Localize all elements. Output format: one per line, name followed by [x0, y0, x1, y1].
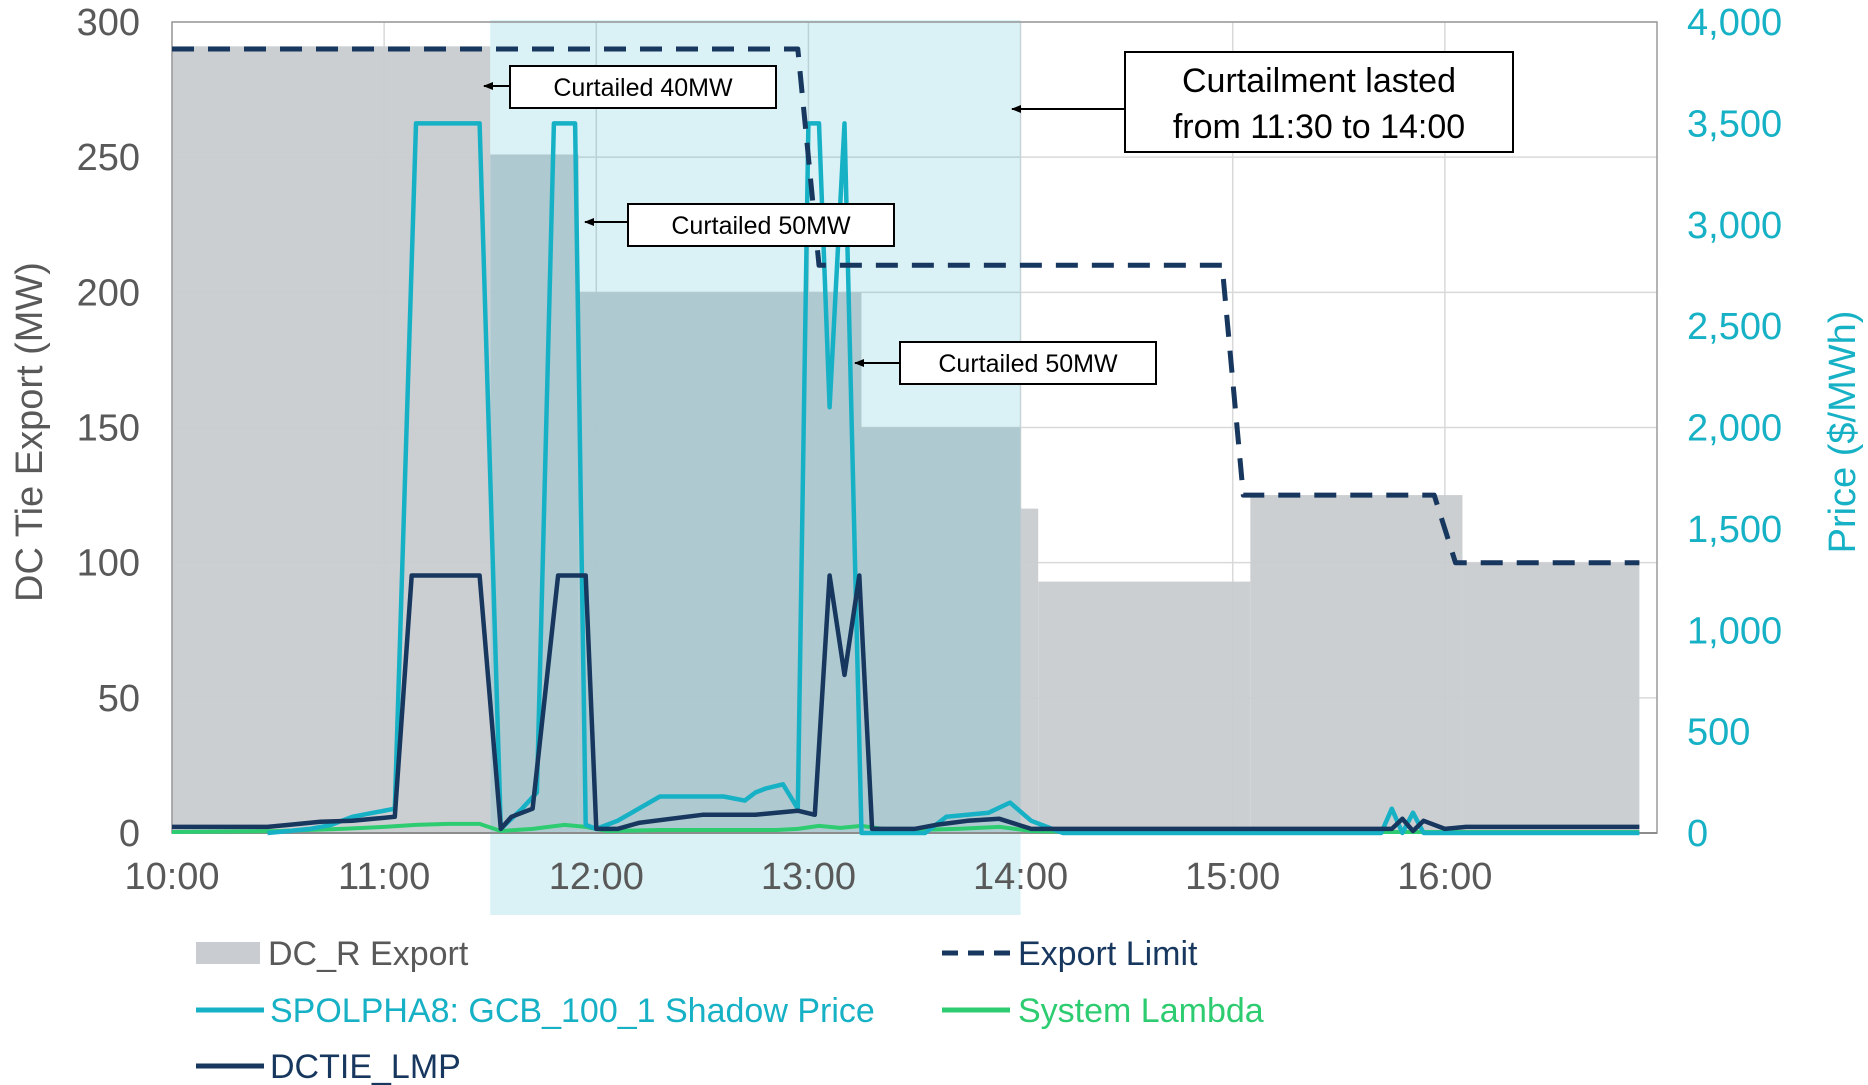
legend-item-export-limit: Export Limit [942, 935, 1198, 973]
legend-item-system-lambda: System Lambda [942, 992, 1264, 1030]
x-axis-ticks: 10:00 11:00 12:00 13:00 14:00 15:00 16:00 [124, 856, 1492, 898]
annotation-curtailed-40mw: Curtailed 40MW [483, 65, 777, 109]
svg-text:DC_R Export: DC_R Export [268, 935, 469, 973]
x-tick-label: 11:00 [338, 856, 430, 898]
legend-item-dctie-lmp: DCTIE_LMP [196, 1048, 461, 1085]
left-axis-ticks: 0 50 100 150 200 250 300 [77, 2, 140, 855]
legend-item-dc-r-export: DC_R Export [196, 935, 469, 973]
x-tick-label: 15:00 [1185, 856, 1280, 898]
curtailment-window [490, 20, 1021, 915]
left-tick-label: 50 [98, 678, 140, 720]
svg-text:SPOLPHA8: GCB_100_1 Shadow Pri: SPOLPHA8: GCB_100_1 Shadow Price [270, 992, 875, 1030]
right-tick-label: 1,000 [1687, 610, 1782, 652]
right-axis-title: Price ($/MWh) [1822, 311, 1864, 554]
left-tick-label: 300 [77, 2, 140, 44]
svg-text:System Lambda: System Lambda [1018, 992, 1264, 1030]
svg-text:Curtailed 50MW: Curtailed 50MW [671, 212, 851, 240]
x-tick-label: 13:00 [761, 856, 856, 898]
svg-text:Export Limit: Export Limit [1018, 935, 1198, 973]
svg-text:Curtailed 40MW: Curtailed 40MW [553, 74, 733, 102]
left-tick-label: 100 [77, 543, 140, 585]
x-tick-label: 12:00 [549, 856, 644, 898]
dc-export-bar [1020, 508, 1039, 833]
right-tick-label: 2,500 [1687, 306, 1782, 348]
left-tick-label: 250 [77, 137, 140, 179]
series-lines [171, 46, 1640, 836]
curtailment-highlight [490, 20, 1021, 915]
x-tick-label: 16:00 [1397, 856, 1492, 898]
export-limit-line [172, 46, 1640, 566]
dc-export-bar [172, 46, 491, 833]
dc-export-bar [861, 427, 1021, 833]
annotation-curtailment-duration: Curtailment lasted from 11:30 to 14:00 [1011, 51, 1514, 153]
legend-item-shadow-price: SPOLPHA8: GCB_100_1 Shadow Price [196, 992, 875, 1030]
svg-text:Curtailed 50MW: Curtailed 50MW [938, 350, 1118, 378]
x-tick-label: 14:00 [973, 856, 1068, 898]
x-tick-label: 10:00 [124, 856, 219, 898]
system-lambda-line [171, 821, 1640, 834]
dc-r-export-area [172, 46, 1640, 834]
shadow-price-line [267, 121, 1640, 836]
right-tick-label: 1,500 [1687, 509, 1782, 551]
svg-text:from 11:30 to 14:00: from 11:30 to 14:00 [1173, 108, 1465, 146]
left-axis-title: DC Tie Export (MW) [9, 262, 51, 602]
dc-export-bar [490, 154, 579, 834]
dctie-lmp-line [172, 573, 1640, 834]
right-tick-label: 3,000 [1687, 205, 1782, 247]
left-tick-label: 200 [77, 272, 140, 314]
right-tick-label: 500 [1687, 712, 1750, 754]
svg-text:DCTIE_LMP: DCTIE_LMP [270, 1048, 461, 1085]
dc-export-bar [1462, 562, 1640, 833]
annotation-curtailed-50mw-2: Curtailed 50MW [854, 341, 1157, 385]
legend: DC_R Export Export Limit SPOLPHA8: GCB_1… [196, 935, 1264, 1085]
dc-export-bar [578, 292, 862, 833]
dc-export-bar [1250, 495, 1463, 833]
right-tick-label: 4,000 [1687, 2, 1782, 44]
dc-export-bar [1038, 581, 1251, 833]
annotation-curtailed-50mw-1: Curtailed 50MW [584, 203, 895, 247]
right-axis-ticks: 0 500 1,000 1,500 2,000 2,500 3,000 3,500 4,000 [1687, 2, 1782, 855]
right-tick-label: 0 [1687, 813, 1708, 855]
right-tick-label: 3,500 [1687, 103, 1782, 145]
right-tick-label: 2,000 [1687, 408, 1782, 450]
left-tick-label: 150 [77, 408, 140, 450]
svg-text:Curtailment lasted: Curtailment lasted [1182, 62, 1456, 100]
left-tick-label: 0 [119, 813, 140, 855]
